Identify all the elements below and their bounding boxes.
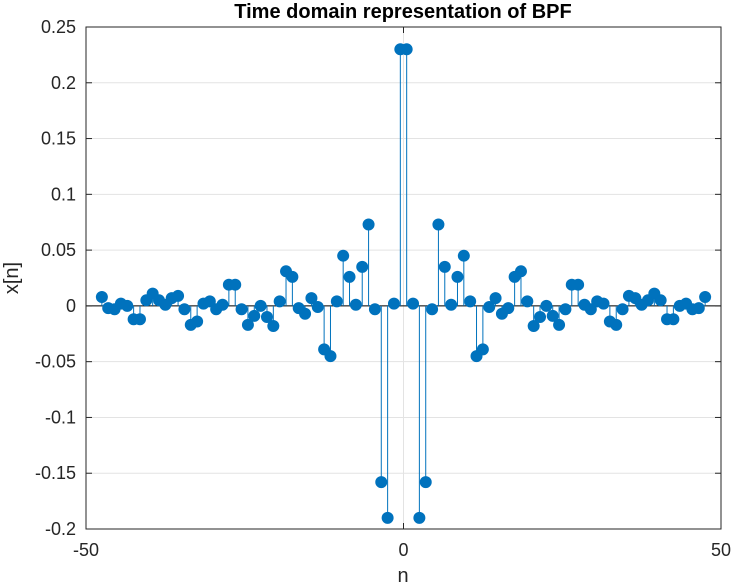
stem-marker <box>553 318 566 331</box>
stem-marker <box>191 315 204 328</box>
stem-marker <box>362 218 375 231</box>
stem-marker <box>178 303 191 316</box>
stem-marker <box>419 476 432 489</box>
stem-marker <box>426 303 439 316</box>
stem-marker <box>502 302 515 315</box>
stem-marker <box>407 297 420 310</box>
stem-marker <box>286 270 299 283</box>
x-tick-label: -50 <box>73 540 99 560</box>
stem-marker <box>514 265 527 278</box>
stem-marker <box>464 295 477 308</box>
stem-marker <box>121 299 134 312</box>
stem-marker <box>559 303 572 316</box>
y-tick-label: -0.05 <box>35 352 76 372</box>
stem-marker <box>172 289 185 302</box>
stem-marker <box>235 303 248 316</box>
stem-marker <box>299 307 312 320</box>
stem-marker <box>95 290 108 303</box>
stem-marker <box>432 218 445 231</box>
stem-marker <box>248 309 261 322</box>
stem-marker <box>610 318 623 331</box>
stem-marker <box>527 319 540 332</box>
x-axis-label: n <box>397 565 408 585</box>
x-tick-label: 0 <box>398 540 408 560</box>
stem-marker <box>324 350 337 363</box>
stem-marker <box>489 292 502 305</box>
stem-marker <box>387 297 400 310</box>
chart-title: Time domain representation of BPF <box>234 1 571 23</box>
y-tick-label: -0.1 <box>45 407 76 427</box>
stem-marker <box>241 318 254 331</box>
stem-marker <box>349 298 362 311</box>
y-tick-label: 0.1 <box>51 184 76 204</box>
stem-marker <box>381 511 394 524</box>
stem-marker <box>445 298 458 311</box>
stem-marker <box>216 298 229 311</box>
stem-marker <box>343 270 356 283</box>
x-tick-label: 50 <box>711 540 731 560</box>
y-tick-label: 0.05 <box>41 240 76 260</box>
stem-marker <box>616 303 629 316</box>
stem-marker <box>368 303 381 316</box>
stem-marker <box>699 290 712 303</box>
stem-marker <box>337 249 350 262</box>
stem-marker <box>203 295 216 308</box>
x-ticks: -50 0 50 <box>73 27 731 560</box>
stem-marker <box>546 309 559 322</box>
y-tick-label: 0.2 <box>51 73 76 93</box>
y-tick-label: -0.2 <box>45 519 76 539</box>
stem-marker <box>476 343 489 356</box>
stem-marker <box>540 299 553 312</box>
stem-marker <box>254 299 267 312</box>
stem-marker <box>229 278 242 291</box>
stem-markers <box>95 43 712 524</box>
stem-marker <box>260 311 273 324</box>
stem-marker <box>273 295 286 308</box>
stem-marker <box>692 302 705 315</box>
stem-marker <box>267 319 280 332</box>
stem-marker <box>483 301 496 314</box>
y-ticks: -0.2 -0.15 -0.1 -0.05 0 0.05 0.1 0.15 0.2 0.25 <box>35 17 721 539</box>
stem-marker <box>572 278 585 291</box>
stem-marker <box>597 297 610 310</box>
stem-marker <box>311 301 324 314</box>
stem-marker <box>133 313 146 326</box>
stem-marker <box>584 303 597 316</box>
stem-marker <box>451 270 464 283</box>
stem-marker <box>400 43 413 56</box>
stem-marker <box>457 249 470 262</box>
y-tick-label: 0.15 <box>41 129 76 149</box>
stem-marker <box>521 295 534 308</box>
stem-marker <box>413 511 426 524</box>
stem-marker <box>356 260 369 273</box>
y-tick-label: 0 <box>66 296 76 316</box>
y-tick-label: 0.25 <box>41 17 76 37</box>
stem-marker <box>438 260 451 273</box>
stem-marker <box>534 311 547 324</box>
stem-marker <box>667 313 680 326</box>
stem-marker <box>375 476 388 489</box>
stem-marker <box>654 294 667 307</box>
stem-marker <box>330 295 343 308</box>
y-tick-label: -0.15 <box>35 463 76 483</box>
stem-marker <box>305 292 318 305</box>
y-axis-label: x[n] <box>1 262 23 294</box>
